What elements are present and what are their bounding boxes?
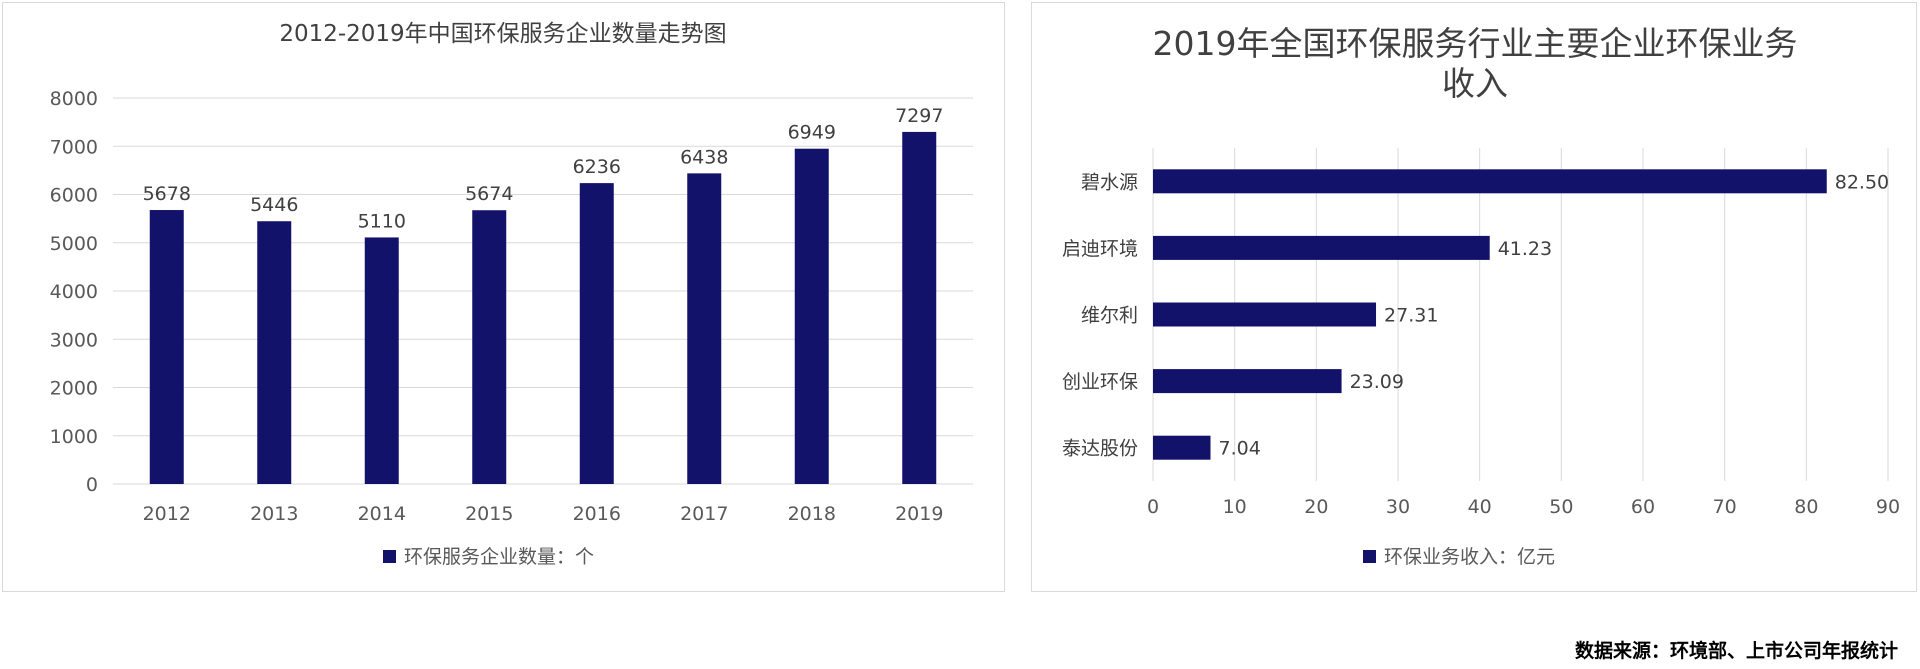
data-label: 5110 bbox=[358, 210, 406, 232]
y-tick-label: 7000 bbox=[50, 136, 98, 158]
data-label: 7297 bbox=[895, 105, 943, 127]
x-tick-label: 30 bbox=[1386, 496, 1410, 518]
bar bbox=[149, 210, 184, 484]
chart-title-line-2: 收入 bbox=[1442, 64, 1508, 103]
category-label: 启迪环境 bbox=[1062, 238, 1138, 260]
x-axis-ticks: 2012 2013 2014 2015 2016 2017 2018 2019 bbox=[143, 503, 944, 525]
bar bbox=[579, 183, 614, 484]
x-tick-label: 2018 bbox=[788, 503, 836, 525]
y-tick-label: 5000 bbox=[50, 233, 98, 255]
source-note: 数据来源：环境部、上市公司年报统计 bbox=[1574, 640, 1898, 662]
bar bbox=[1153, 302, 1377, 327]
data-label: 27.31 bbox=[1384, 305, 1438, 327]
chart-title: 2012-2019年中国环保服务企业数量走势图 bbox=[279, 21, 726, 47]
bar bbox=[1153, 235, 1490, 260]
x-tick-label: 2015 bbox=[465, 503, 513, 525]
bars bbox=[1153, 169, 1827, 460]
bar bbox=[687, 173, 722, 484]
category-label: 创业环保 bbox=[1062, 371, 1138, 393]
y-axis-ticks: 0 1000 2000 3000 4000 5000 6000 7000 8000 bbox=[50, 88, 98, 496]
x-tick-label: 2016 bbox=[573, 503, 621, 525]
y-tick-label: 0 bbox=[86, 474, 98, 496]
category-label: 碧水源 bbox=[1081, 171, 1138, 193]
enterprise-count-bar-chart: 2012-2019年中国环保服务企业数量走势图 0 1000 2000 3000 400… bbox=[50, 21, 973, 568]
legend: 环保业务收入：亿元 bbox=[1363, 546, 1555, 568]
chart-title-line-1: 2019年全国环保服务行业主要企业环保业务 bbox=[1153, 24, 1798, 63]
data-labels: 82.50 41.23 27.31 23.09 7.04 bbox=[1218, 171, 1889, 459]
x-tick-label: 2012 bbox=[143, 503, 191, 525]
bar bbox=[257, 221, 292, 484]
data-label: 5674 bbox=[465, 183, 513, 205]
bar bbox=[1153, 435, 1211, 460]
x-tick-label: 60 bbox=[1631, 496, 1655, 518]
chart-panel-enterprise-count: 2012-2019年中国环保服务企业数量走势图 0 1000 2000 3000 400… bbox=[2, 2, 1005, 592]
x-tick-label: 2014 bbox=[358, 503, 406, 525]
data-label: 6438 bbox=[680, 146, 728, 168]
legend-label: 环保业务收入：亿元 bbox=[1384, 546, 1555, 568]
bar bbox=[1153, 169, 1827, 194]
data-label: 6236 bbox=[573, 156, 621, 178]
bar bbox=[364, 237, 399, 484]
data-label: 6949 bbox=[788, 122, 836, 144]
data-label: 7.04 bbox=[1218, 438, 1260, 460]
legend-swatch bbox=[1363, 550, 1376, 563]
legend-swatch bbox=[383, 550, 396, 563]
legend-label: 环保服务企业数量：个 bbox=[404, 546, 594, 568]
data-label: 82.50 bbox=[1835, 171, 1889, 193]
gridlines bbox=[113, 97, 973, 485]
y-tick-label: 4000 bbox=[50, 281, 98, 303]
category-label: 泰达股份 bbox=[1062, 438, 1138, 460]
legend: 环保服务企业数量：个 bbox=[383, 546, 594, 568]
y-tick-label: 3000 bbox=[50, 329, 98, 351]
data-label: 23.09 bbox=[1350, 371, 1404, 393]
bar bbox=[902, 131, 937, 485]
data-labels: 5678 5446 5110 5674 6236 6438 6949 7297 bbox=[143, 105, 944, 233]
data-label: 41.23 bbox=[1498, 238, 1552, 260]
x-tick-label: 40 bbox=[1468, 496, 1492, 518]
x-axis-ticks: 0 10 20 30 40 50 60 70 80 90 bbox=[1147, 496, 1900, 518]
bars bbox=[149, 131, 937, 485]
x-tick-label: 70 bbox=[1713, 496, 1737, 518]
x-tick-label: 2017 bbox=[680, 503, 728, 525]
bar bbox=[472, 210, 507, 485]
x-tick-label: 10 bbox=[1223, 496, 1247, 518]
x-tick-label: 2019 bbox=[895, 503, 943, 525]
x-tick-label: 2013 bbox=[250, 503, 298, 525]
x-tick-label: 0 bbox=[1147, 496, 1159, 518]
revenue-bar-chart: 2019年全国环保服务行业主要企业环保业务 收入 0 10 20 30 40 50 60 70… bbox=[1062, 24, 1900, 568]
y-tick-label: 8000 bbox=[50, 88, 98, 110]
data-label: 5446 bbox=[250, 194, 298, 216]
x-tick-label: 80 bbox=[1794, 496, 1818, 518]
y-tick-label: 6000 bbox=[50, 185, 98, 207]
data-label: 5678 bbox=[143, 183, 191, 205]
y-tick-label: 2000 bbox=[50, 378, 98, 400]
bar bbox=[1153, 369, 1342, 394]
chart-panel-revenue: 2019年全国环保服务行业主要企业环保业务 收入 0 10 20 30 40 50 60 70… bbox=[1031, 2, 1917, 592]
x-tick-label: 90 bbox=[1876, 496, 1900, 518]
bar bbox=[794, 148, 829, 484]
category-label: 维尔利 bbox=[1081, 305, 1138, 327]
x-tick-label: 20 bbox=[1304, 496, 1328, 518]
y-tick-label: 1000 bbox=[50, 426, 98, 448]
x-tick-label: 50 bbox=[1549, 496, 1573, 518]
